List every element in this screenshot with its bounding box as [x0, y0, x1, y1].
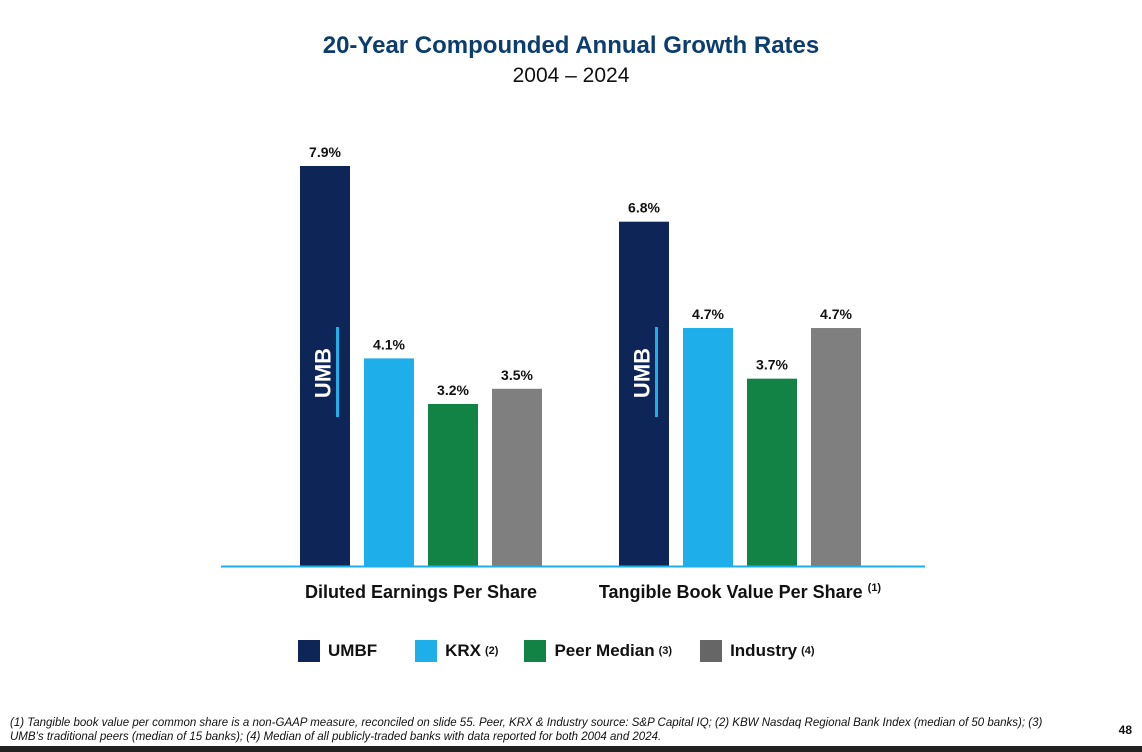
data-label: 4.7%: [820, 306, 852, 322]
legend-swatch: [415, 640, 438, 662]
legend-item-umbf: UMBF: [298, 640, 377, 662]
legend-note: (4): [801, 645, 815, 657]
category-note: (1): [868, 582, 882, 594]
legend-label: UMBF: [328, 641, 378, 660]
umb-logo: UMB: [311, 348, 336, 398]
data-label: 3.7%: [756, 357, 788, 373]
data-label: 4.1%: [373, 336, 405, 352]
umb-logo: UMB: [630, 348, 655, 398]
umb-logo-stripe: [336, 327, 339, 417]
footnotes: (1) Tangible book value per common share…: [10, 716, 1090, 744]
legend-label: Industry: [730, 641, 798, 660]
footnote-line: (1) Tangible book value per common share…: [10, 717, 1043, 729]
category-label: Diluted Earnings Per Share: [305, 582, 537, 602]
data-label: 4.7%: [692, 306, 724, 322]
data-label: 7.9%: [309, 144, 341, 160]
bar-industry: [811, 328, 861, 566]
bar-peer-median: [747, 378, 797, 566]
bar-umbf: [619, 221, 669, 566]
data-label: 6.8%: [628, 200, 660, 216]
footnote-line: UMB’s traditional peers (median of 15 ba…: [10, 731, 662, 743]
legend-note: (2): [485, 645, 499, 657]
legend-swatch: [700, 640, 723, 662]
bar-krx: [683, 328, 733, 566]
legend-label: KRX: [445, 641, 482, 660]
page-number: 48: [1118, 723, 1132, 737]
bottom-bar: [0, 746, 1142, 752]
bar-peer-median: [428, 403, 478, 566]
data-label: 3.5%: [501, 367, 533, 383]
category-label: Tangible Book Value Per Share (1): [599, 582, 882, 602]
legend-swatch: [298, 640, 320, 662]
legend: UMBF KRX (2) Peer Median (3) Industry (4): [298, 640, 815, 662]
bar-industry: [492, 388, 542, 566]
chart-title: 20-Year Compounded Annual Growth Rates: [322, 32, 820, 59]
chart-subtitle: 2004 – 2024: [512, 64, 630, 87]
legend-item-industry: Industry (4): [700, 640, 815, 662]
legend-swatch: [524, 640, 547, 662]
umb-logo-stripe: [655, 327, 658, 417]
legend-item-peer-median: Peer Median (3): [524, 640, 672, 662]
bar-krx: [364, 358, 414, 566]
legend-note: (3): [658, 645, 673, 657]
data-label: 3.2%: [437, 382, 469, 398]
legend-label: Peer Median: [554, 641, 655, 660]
legend-item-krx: KRX (2): [415, 640, 498, 662]
bar-umbf: [300, 166, 350, 566]
